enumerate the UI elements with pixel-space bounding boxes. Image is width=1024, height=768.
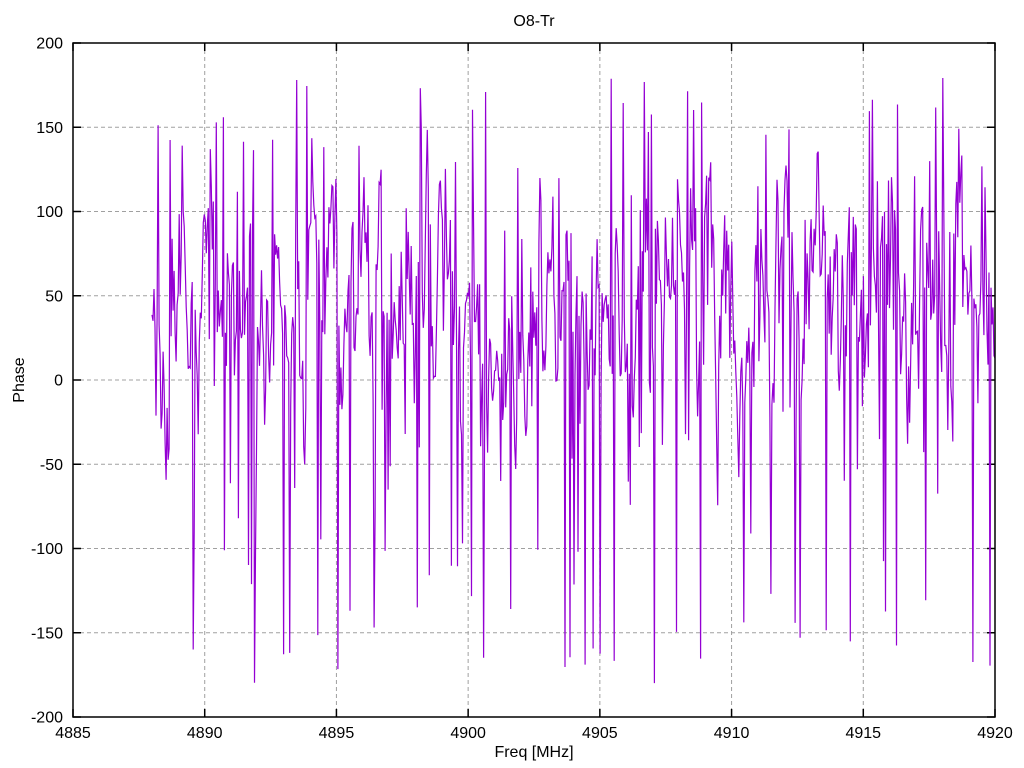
y-tick-label: -50 [40,457,63,474]
x-tick-label: 4920 [977,725,1013,742]
y-tick-label: 50 [45,288,63,305]
x-tick-label: 4900 [450,725,486,742]
y-axis-label: Phase [11,357,28,402]
y-tick-label: 100 [36,204,63,221]
y-tick-label: 150 [36,120,63,137]
x-tick-label: 4905 [582,725,618,742]
y-tick-label: -200 [31,710,63,727]
y-tick-labels: -200 -150 -100 -50 0 50 100 150 200 [31,36,63,727]
x-tick-label: 4915 [845,725,881,742]
x-tick-label: 4885 [55,725,91,742]
x-tick-label: 4890 [187,725,223,742]
y-tick-label: 200 [36,36,63,53]
y-tick-label: -150 [31,625,63,642]
phase-trace-line [151,77,996,684]
y-tick-label: 0 [54,373,63,390]
x-tick-labels: 4885 4890 4895 4900 4905 4910 4915 4920 [55,725,1013,742]
y-tick-label: -100 [31,541,63,558]
x-tick-label: 4895 [319,725,355,742]
x-tick-label: 4910 [714,725,750,742]
grid-lines [73,43,995,717]
plot-border [72,42,996,718]
chart-title: O8-Tr [513,13,555,30]
x-axis-label: Freq [MHz] [494,744,573,761]
